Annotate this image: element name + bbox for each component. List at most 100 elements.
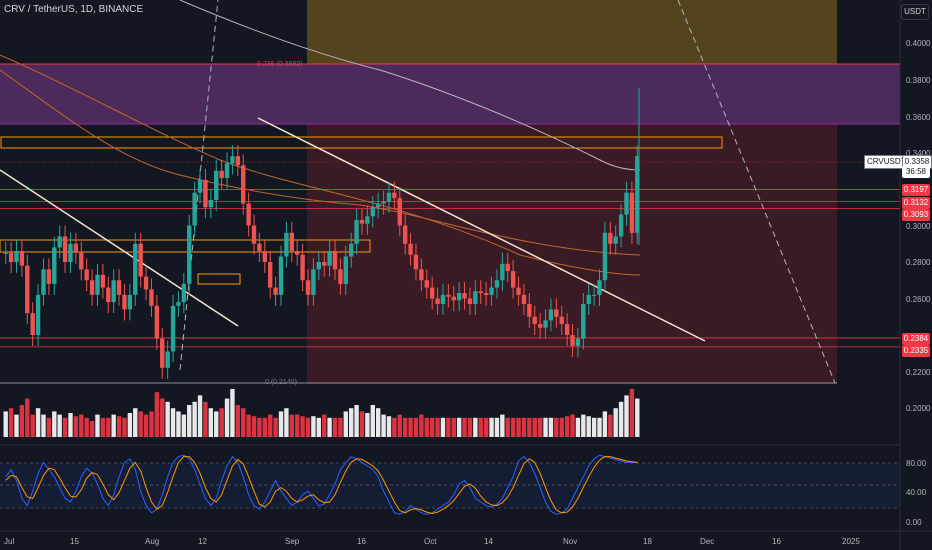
- candle-body: [3, 252, 8, 254]
- candle-body: [564, 324, 570, 335]
- volume-bar: [111, 414, 116, 437]
- candle-body: [138, 243, 143, 277]
- volume-bar: [537, 417, 543, 437]
- stoch-tick: 40.00: [906, 488, 927, 497]
- target-zone: [307, 0, 837, 64]
- volume-bar: [618, 401, 624, 437]
- candle-body: [100, 274, 106, 288]
- volume-bar: [106, 417, 111, 437]
- candle-body: [305, 280, 311, 295]
- candle-body: [89, 280, 95, 295]
- volume-bar: [30, 414, 35, 437]
- volume-bar: [392, 417, 397, 437]
- volume-bar: [208, 408, 214, 437]
- candle-body: [73, 243, 79, 253]
- date-tick: 14: [484, 537, 493, 546]
- candle-body: [311, 269, 316, 295]
- support-box: [0, 239, 371, 253]
- level-tag: 0.3093: [902, 209, 930, 221]
- volume-bar: [375, 408, 381, 437]
- volume-bar: [160, 398, 165, 437]
- currency-button[interactable]: USDT: [901, 4, 929, 20]
- volume-bar: [52, 411, 57, 437]
- volume-bar: [316, 417, 321, 437]
- volume-bar: [467, 417, 473, 437]
- volume-bar: [262, 417, 268, 437]
- volume-bar: [575, 417, 581, 437]
- volume-bar: [462, 417, 467, 437]
- date-tick: Aug: [145, 537, 160, 546]
- candle-body: [489, 287, 494, 295]
- volume-bar: [505, 417, 510, 437]
- candle-body: [613, 236, 618, 244]
- volume-bar: [424, 417, 429, 437]
- volume-bar: [489, 417, 494, 437]
- candle-body: [419, 269, 424, 281]
- candle-body: [25, 265, 30, 314]
- candle-body: [95, 274, 100, 295]
- volume-bar: [494, 417, 500, 437]
- candle-body: [192, 192, 197, 226]
- price-tick: 0.2800: [906, 258, 931, 267]
- volume-bar: [564, 416, 570, 437]
- candle-body: [359, 220, 365, 224]
- candle-body: [278, 256, 284, 295]
- volume-bar: [591, 417, 597, 437]
- volume-bar: [397, 414, 402, 437]
- volume-bar: [510, 417, 516, 437]
- candle-body: [451, 296, 456, 301]
- volume-bar: [332, 417, 338, 437]
- volume-bar: [46, 417, 52, 437]
- candle-body: [559, 316, 564, 325]
- candle-body: [181, 283, 187, 303]
- volume-bar: [181, 414, 187, 437]
- volume-bar: [268, 414, 273, 437]
- candle-body: [273, 287, 278, 295]
- volume-bar: [84, 417, 89, 437]
- candle-body: [160, 338, 165, 368]
- volume-bar: [95, 414, 100, 437]
- volume-bar: [483, 417, 489, 437]
- volume-bar: [149, 411, 154, 437]
- volume-bar: [554, 417, 559, 437]
- volume-bar: [300, 416, 305, 437]
- stoch-d-line: [5, 456, 638, 515]
- volume-bar: [456, 417, 462, 437]
- volume-bar: [521, 417, 527, 437]
- volume-bar: [322, 414, 327, 437]
- range-low-label: 0 (0.2140): [265, 379, 297, 386]
- price-tick: 0.4000: [906, 39, 931, 48]
- volume-bar: [8, 408, 14, 437]
- candle-body: [510, 271, 516, 288]
- candle-body: [446, 294, 451, 297]
- volume-bar: [3, 411, 8, 437]
- stoch-tick: 0.00: [906, 518, 922, 527]
- volume-bar: [559, 417, 564, 437]
- volume-bar: [62, 417, 68, 437]
- volume-bar: [343, 411, 348, 437]
- volume-bar: [354, 405, 359, 437]
- volume-bar: [122, 417, 127, 437]
- candle-body: [402, 225, 408, 244]
- trend-line: [0, 169, 239, 327]
- candle-body: [84, 269, 89, 281]
- candle-body: [79, 252, 84, 270]
- volume-bar: [116, 416, 122, 437]
- date-tick: Oct: [424, 537, 437, 546]
- candle-body: [413, 254, 419, 270]
- candle-body: [494, 280, 500, 288]
- volume-bar: [581, 414, 586, 437]
- candle-body: [435, 298, 440, 304]
- candle-body: [197, 179, 203, 193]
- volume-bar: [133, 408, 138, 437]
- candle-body: [543, 320, 548, 328]
- candle-body: [176, 302, 181, 306]
- candle-body: [57, 236, 62, 248]
- volume-bar: [327, 417, 332, 437]
- candle-body: [591, 294, 597, 296]
- candle-body: [629, 192, 635, 233]
- date-tick: 16: [357, 537, 366, 546]
- volume-bar: [224, 398, 230, 437]
- fib-level-label: 0.236 (0.3882): [257, 61, 303, 68]
